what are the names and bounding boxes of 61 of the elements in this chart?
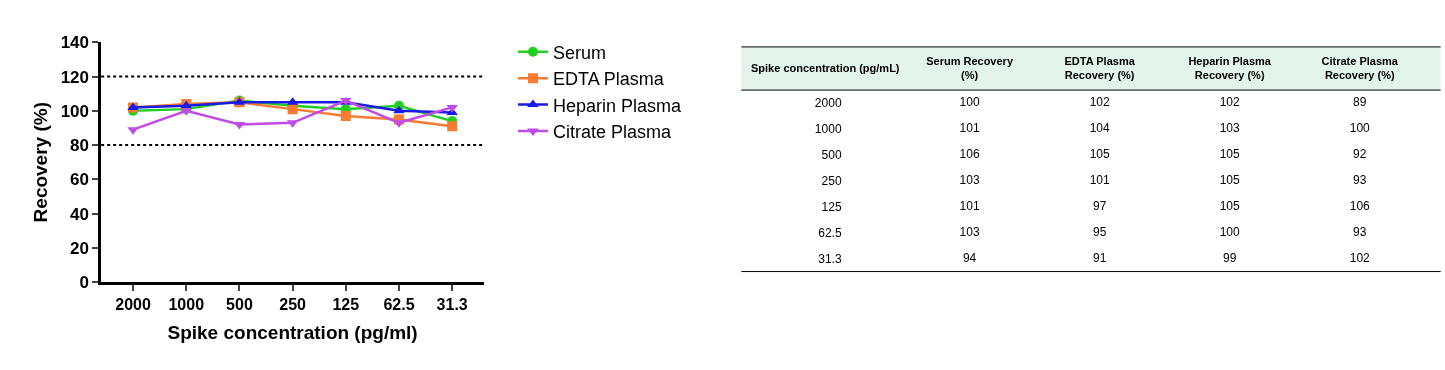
y-tick-label: 40 — [70, 204, 89, 224]
y-tick-label: 0 — [79, 273, 89, 293]
x-tick-label: Serum Recovery (%) — [926, 54, 1014, 81]
legend-label: Citrate Plasma — [552, 121, 672, 142]
data-label: 105 — [1219, 172, 1241, 187]
y-axis-title: Spike concentration (pg/mL) — [751, 62, 900, 74]
data-label: 101 — [959, 198, 980, 213]
legend-label: EDTA Plasma — [552, 69, 665, 90]
x-tick-label: EDTA Plasma Recovery (%) — [1064, 54, 1136, 81]
y-tick-label: 2000 — [814, 96, 842, 111]
y-tick-label: 20 — [70, 238, 89, 258]
data-label: 100 — [1219, 224, 1241, 239]
y-tick-label: 31.3 — [818, 251, 842, 266]
data-label: 101 — [959, 120, 980, 135]
y-tick-label: 120 — [60, 67, 89, 87]
data-label: 93 — [1353, 172, 1367, 187]
data-label: 92 — [1353, 146, 1367, 161]
data-label: 95 — [1092, 224, 1107, 239]
x-tick-label: 62.5 — [383, 296, 415, 314]
data-label: 100 — [1349, 120, 1371, 135]
data-label: 102 — [1219, 95, 1241, 110]
data-label: 91 — [1092, 250, 1107, 265]
y-tick-label: 250 — [821, 174, 842, 189]
x-tick-label: 2000 — [115, 296, 151, 314]
data-label: 101 — [1089, 172, 1110, 187]
data-label: 93 — [1353, 224, 1367, 239]
data-label: 102 — [1089, 95, 1110, 110]
data-label: 103 — [959, 224, 980, 239]
data-label: 94 — [962, 250, 977, 265]
data-label: 89 — [1353, 95, 1367, 110]
y-tick-label: 100 — [60, 101, 89, 121]
data-label: 106 — [959, 146, 980, 161]
y-tick-label: 80 — [70, 136, 89, 156]
y-tick-label: 62.5 — [818, 225, 842, 240]
x-tick-label: 500 — [226, 296, 253, 314]
y-tick-label: 60 — [70, 170, 89, 190]
y-tick-label: 125 — [821, 199, 842, 214]
x-tick-label: 250 — [279, 296, 307, 314]
x-tick-label: Citrate Plasma Recovery (%) — [1321, 54, 1399, 81]
data-label: 100 — [959, 95, 980, 110]
y-tick-label: 500 — [821, 148, 842, 163]
x-axis-title: Spike concentration (pg/ml) — [167, 321, 418, 343]
x-tick-label: 1000 — [168, 296, 205, 314]
data-label: 99 — [1223, 250, 1237, 265]
data-label: 105 — [1219, 198, 1241, 213]
x-tick-label: Heparin Plasma Recovery (%) — [1188, 54, 1272, 81]
data-label: 97 — [1092, 198, 1107, 213]
legend-label: Heparin Plasma — [552, 95, 683, 116]
data-label: 105 — [1089, 146, 1110, 161]
legend-label: Serum — [552, 42, 606, 63]
y-axis-title: Recovery (%) — [30, 102, 52, 223]
x-tick-label: 31.3 — [436, 296, 468, 314]
y-tick-label: 140 — [60, 33, 89, 53]
data-label: 106 — [1349, 198, 1371, 213]
data-label: 103 — [959, 172, 980, 187]
x-tick-label: 125 — [332, 296, 360, 314]
y-tick-label: 1000 — [814, 122, 842, 137]
data-label: 104 — [1089, 120, 1110, 135]
data-label: 102 — [1349, 250, 1371, 265]
data-label: 105 — [1219, 146, 1241, 161]
data-label: 103 — [1219, 120, 1241, 135]
